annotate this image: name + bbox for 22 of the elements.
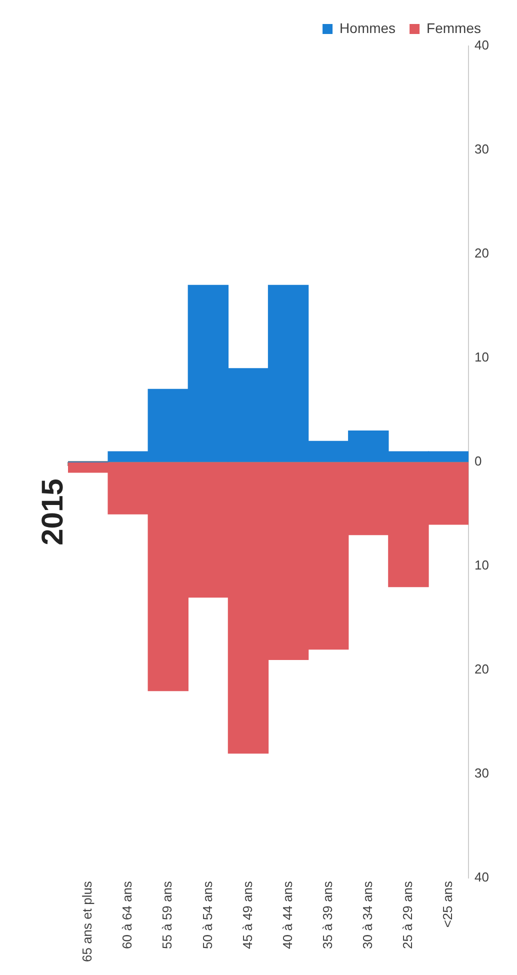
y-tick-label: 40 (474, 870, 490, 885)
x-tick-label: 55 à 59 ans (160, 880, 175, 950)
y-tick-label: 20 (474, 246, 490, 261)
x-tick-label: 45 à 49 ans (240, 880, 255, 950)
y-tick-label: 10 (474, 558, 490, 573)
x-tick-label: 25 à 29 ans (400, 880, 416, 950)
x-tick-label: 30 à 34 ans (360, 880, 375, 950)
legend-label: Hommes (340, 20, 396, 36)
x-tick-label: 60 à 64 ans (120, 880, 135, 950)
x-tick-label: 40 à 44 ans (280, 880, 295, 950)
y-tick-label: 10 (474, 350, 490, 365)
x-tick-label: 65 ans et plus (80, 880, 95, 962)
x-tick-label: 35 à 39 ans (320, 880, 335, 950)
y-tick-label: 40 (474, 38, 490, 53)
text: 2015 (36, 478, 70, 546)
x-tick-label: 50 à 54 ans (200, 880, 215, 950)
y-tick-label: 30 (474, 142, 490, 157)
x-tick-label: <25 ans (440, 880, 456, 928)
y-tick-label: 0 (474, 454, 482, 469)
y-tick-label: 30 (474, 766, 490, 781)
legend-label: Femmes (426, 20, 482, 36)
y-tick-label: 20 (474, 662, 490, 677)
